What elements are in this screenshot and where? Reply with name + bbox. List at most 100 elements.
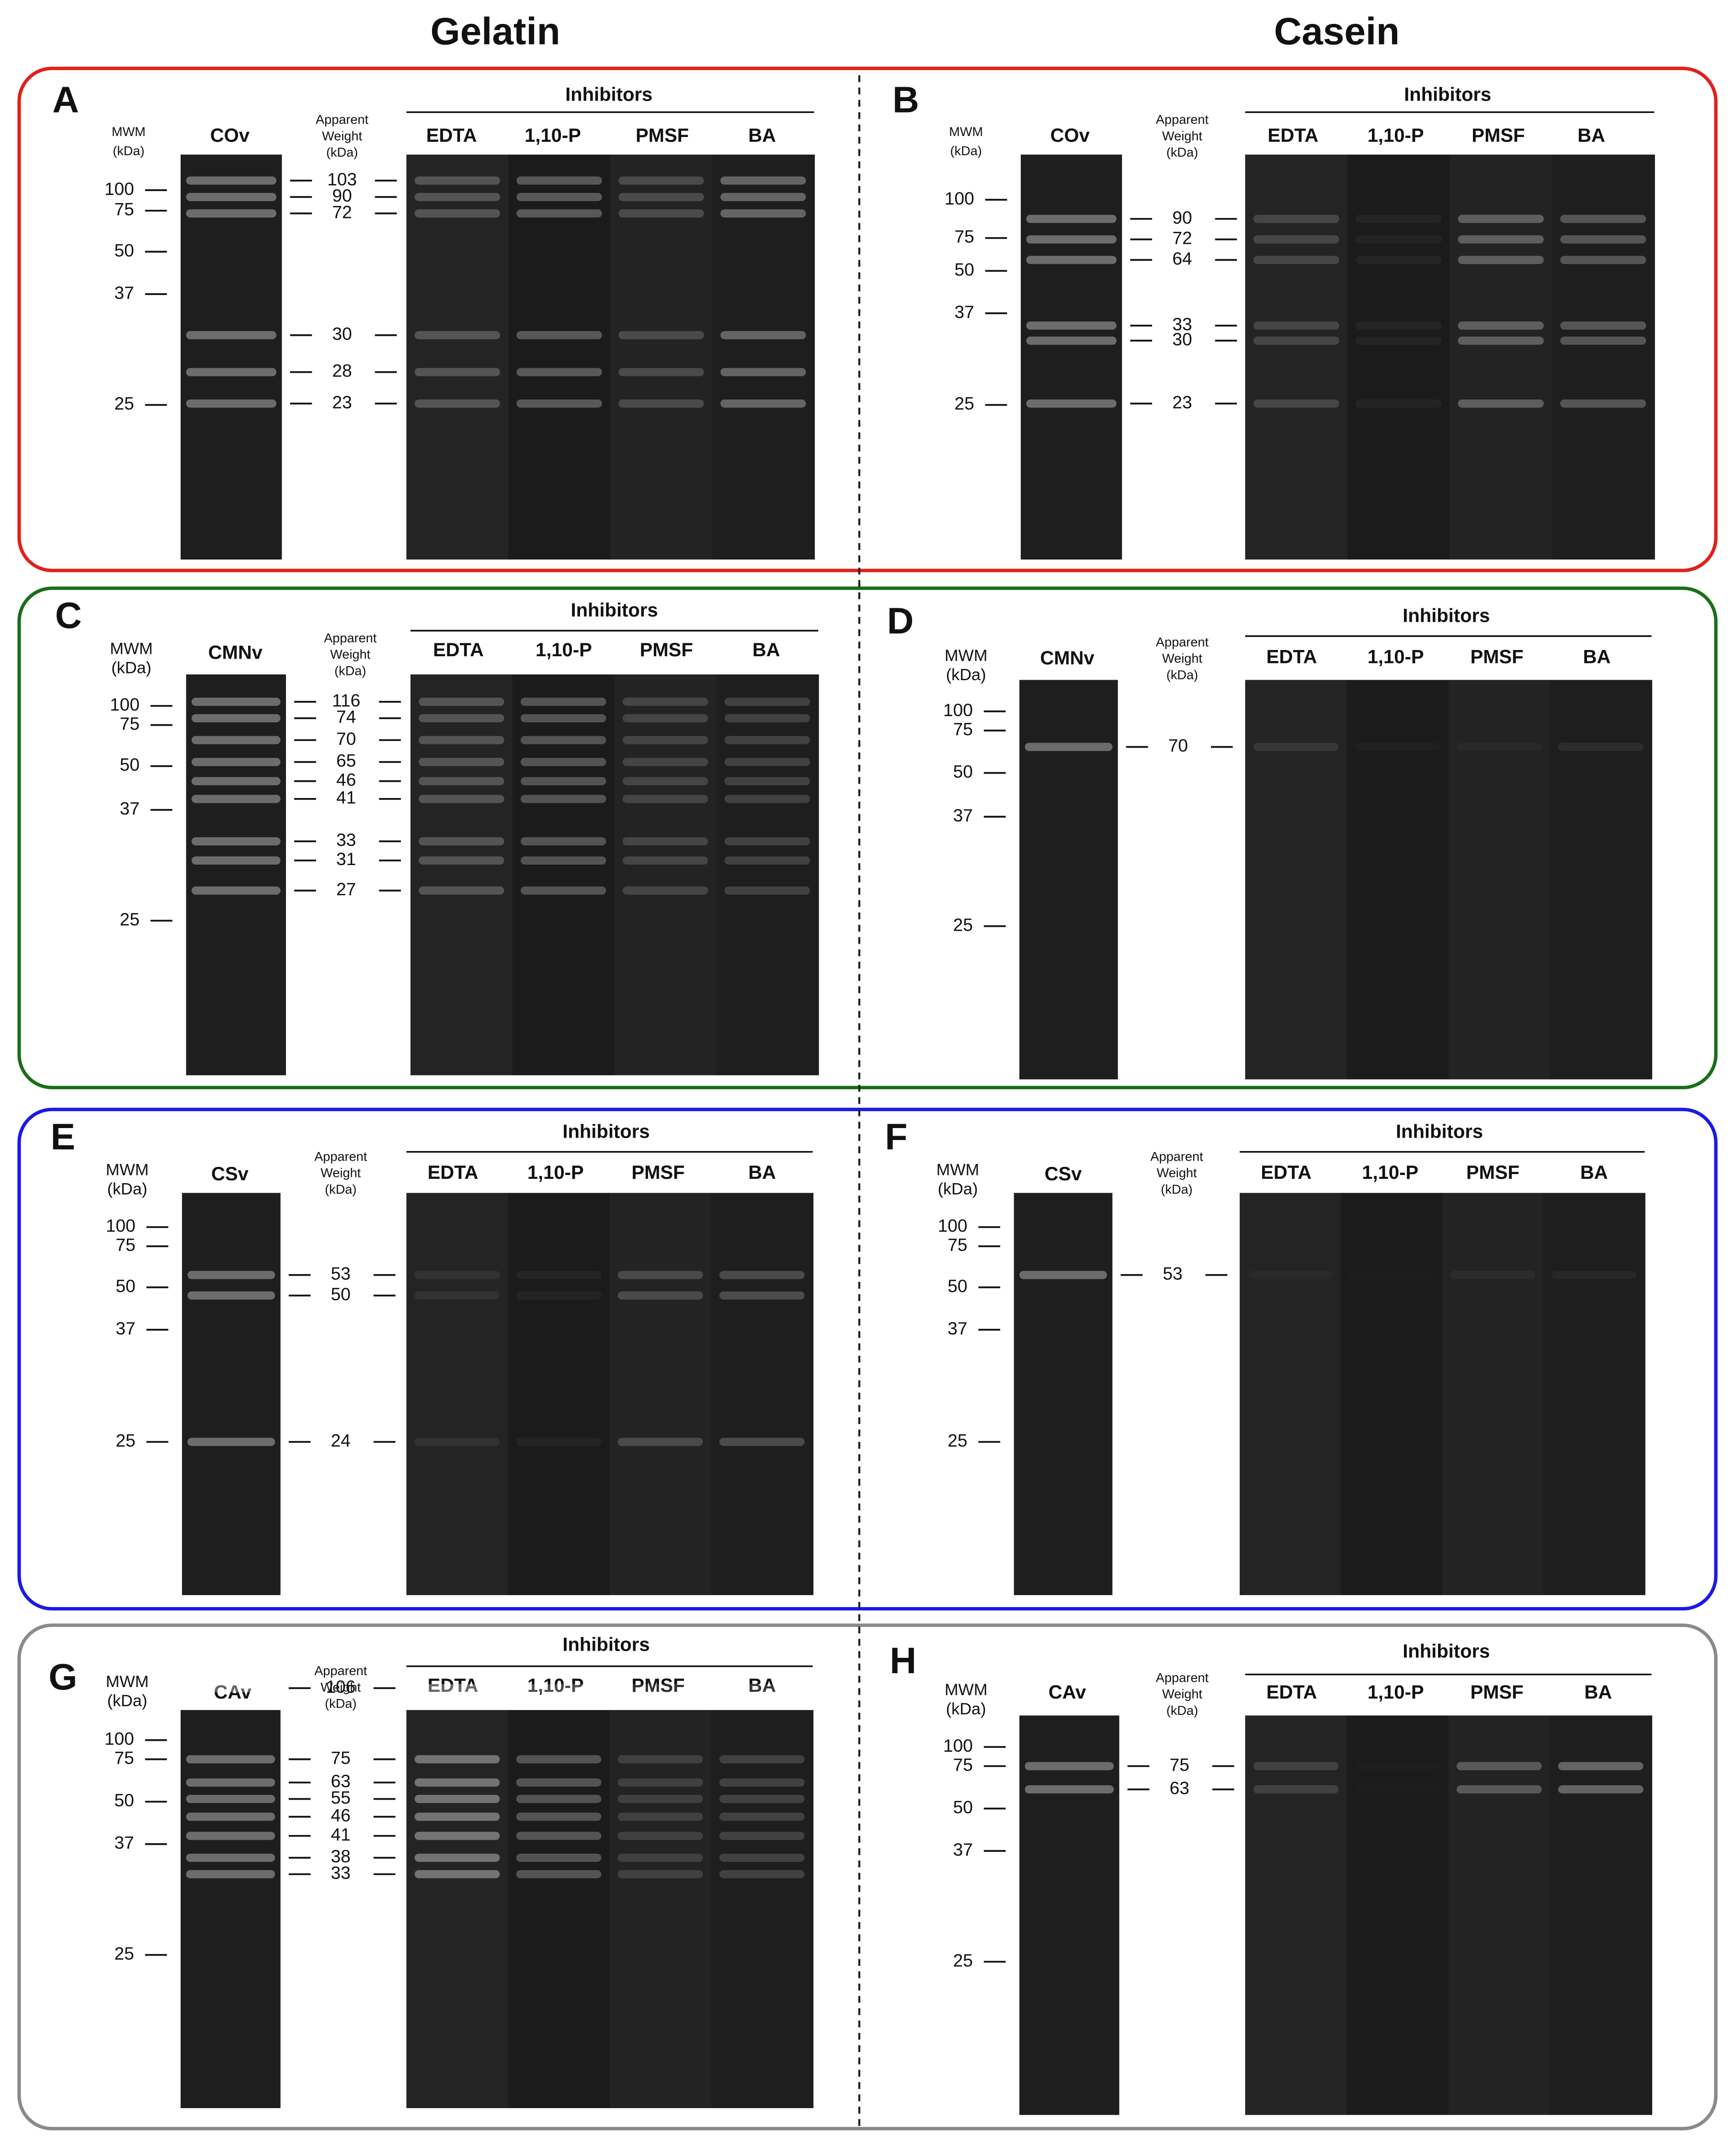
lane-label: 1,10-P <box>527 1675 584 1696</box>
gel-lane <box>711 1710 814 2109</box>
marker-lane <box>181 1710 281 2109</box>
band-glow <box>1355 743 1440 751</box>
band-glow <box>1560 399 1646 408</box>
apparent-weight: 65 <box>336 751 356 771</box>
band-glow <box>414 1271 500 1279</box>
band-glow <box>1356 256 1442 264</box>
lane-label: EDTA <box>433 639 484 661</box>
marker-label: 37 <box>114 283 134 303</box>
gel-lane <box>716 674 819 1075</box>
apparent-weight: 27 <box>336 879 356 899</box>
band-glow <box>414 399 501 408</box>
apparent-weight: 75 <box>331 1748 351 1768</box>
marker-label: 100 <box>104 179 134 199</box>
marker-label: 25 <box>947 1430 967 1450</box>
band-glow <box>516 1271 602 1279</box>
band-glow <box>1253 215 1339 223</box>
mwm-label: (kDa) <box>107 1180 148 1198</box>
apparent-weight-label: (kDa) <box>1166 1703 1198 1718</box>
lane-label: BA <box>1583 646 1611 667</box>
marker-label: 100 <box>938 1216 968 1236</box>
gel-lane <box>614 674 717 1075</box>
lane-label: PMSF <box>640 639 693 661</box>
band-glow <box>1356 215 1442 223</box>
band-glow <box>414 1291 500 1300</box>
marker-label: 100 <box>945 188 974 208</box>
band-glow <box>724 837 810 845</box>
band-glow <box>1026 336 1117 345</box>
marker-label: 100 <box>110 694 139 714</box>
mwm-label: MWM <box>936 1161 979 1179</box>
inhibitors-title: Inhibitors <box>562 1121 650 1142</box>
panel-frame <box>17 586 1718 1090</box>
gel-lane <box>1552 154 1655 560</box>
panels: AMWM(kDa)COvApparentWeight(kDa)Inhibitor… <box>48 80 1655 2115</box>
marker-label: 50 <box>953 1797 973 1817</box>
band-glow <box>520 758 606 766</box>
marker-label: 25 <box>953 914 973 935</box>
marker-label: 50 <box>947 1276 967 1296</box>
band-glow <box>1253 1785 1339 1794</box>
marker-label: 75 <box>114 199 134 219</box>
inhibitors-title: Inhibitors <box>565 84 652 105</box>
band-glow <box>516 1813 602 1821</box>
gel-lane <box>508 154 611 560</box>
band-glow <box>719 1813 805 1821</box>
apparent-weight: 31 <box>336 849 356 869</box>
band-glow <box>414 331 501 340</box>
band-glow <box>724 714 810 722</box>
band-glow <box>724 856 810 865</box>
band-glow <box>1019 1271 1107 1279</box>
band-glow <box>617 1870 703 1879</box>
gel-lane <box>508 1193 610 1596</box>
sample-name: CMNv <box>208 642 263 663</box>
apparent-weight: 30 <box>1172 329 1192 349</box>
marker-label: 37 <box>953 805 973 825</box>
apparent-weight: 63 <box>1170 1778 1189 1798</box>
apparent-weight-label: (kDa) <box>326 145 358 160</box>
gel-lane <box>1543 1193 1645 1596</box>
band-glow <box>719 1271 805 1279</box>
band-glow <box>617 1437 703 1446</box>
band-glow <box>186 1832 275 1840</box>
band-glow <box>419 714 504 722</box>
band-glow <box>1253 336 1339 345</box>
band-glow <box>617 1755 703 1764</box>
gel-lane <box>406 1193 509 1596</box>
gel-lane <box>1450 154 1553 560</box>
band-glow <box>1253 256 1339 264</box>
band-glow <box>186 1853 275 1862</box>
apparent-weight-label: Weight <box>322 128 362 143</box>
apparent-weight: 90 <box>332 185 352 205</box>
band-glow <box>516 1291 602 1300</box>
gel-lane <box>508 1710 610 2109</box>
apparent-weight: 72 <box>332 202 352 222</box>
band-glow <box>186 1778 275 1787</box>
inhibitors-title: Inhibitors <box>1404 84 1491 105</box>
lane-label: BA <box>748 1675 776 1696</box>
band-glow <box>516 1755 602 1764</box>
marker-label: 50 <box>955 259 974 279</box>
lane-label: EDTA <box>428 1162 479 1183</box>
band-glow <box>520 886 606 895</box>
band-glow <box>414 1778 500 1787</box>
lane-label: EDTA <box>426 125 477 146</box>
band-glow <box>617 1795 703 1803</box>
marker-label: 100 <box>943 700 973 720</box>
apparent-weight: 30 <box>332 324 352 344</box>
mwm-label: (kDa) <box>111 659 151 677</box>
gel-lane <box>712 154 815 560</box>
panel-letter: F <box>885 1116 907 1157</box>
band-glow <box>1560 336 1646 345</box>
band-glow <box>622 886 708 895</box>
mwm-label: (kDa) <box>113 143 144 158</box>
apparent-weight-label: Weight <box>1162 1687 1202 1701</box>
inhibitors-title: Inhibitors <box>1403 1641 1490 1662</box>
inhibitors-title: Inhibitors <box>562 1634 650 1655</box>
band-glow <box>191 736 281 744</box>
gel-lane <box>1442 1193 1544 1596</box>
gel-lane <box>512 674 615 1075</box>
band-glow <box>622 697 708 706</box>
lane-label: EDTA <box>1267 1682 1317 1703</box>
